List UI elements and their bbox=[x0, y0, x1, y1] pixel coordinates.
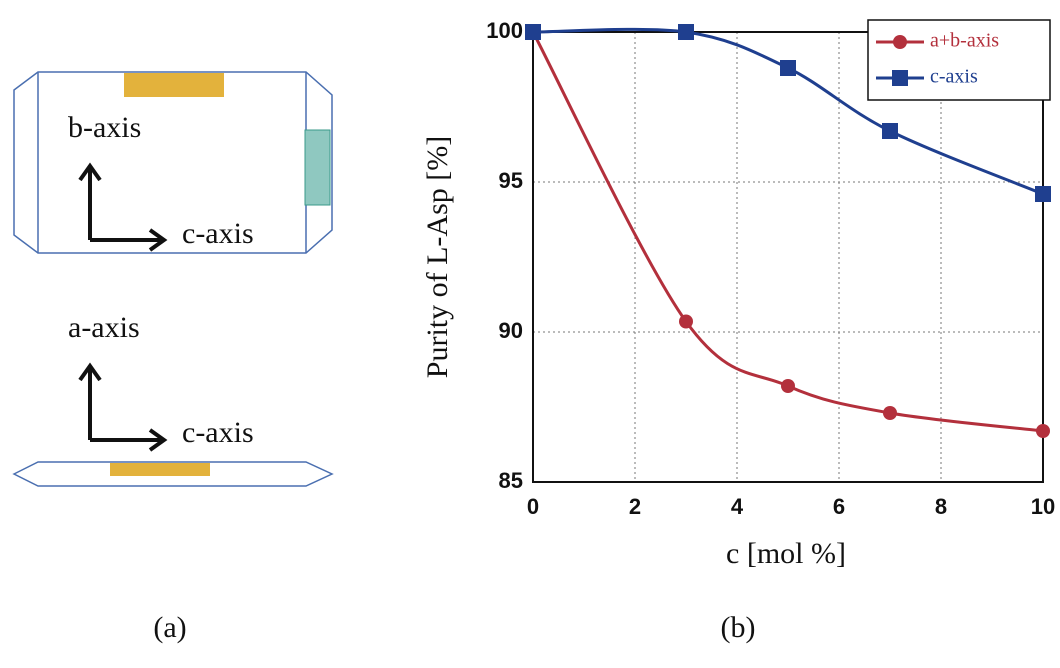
panel-label: (b) bbox=[721, 611, 756, 644]
legend-marker bbox=[893, 35, 907, 49]
axis-label: a-axis bbox=[68, 311, 140, 344]
x-tick-label: 4 bbox=[731, 494, 744, 519]
data-point bbox=[678, 24, 694, 40]
arrow bbox=[78, 362, 168, 452]
axis-label: b-axis bbox=[68, 111, 141, 144]
legend-label: c-axis bbox=[930, 66, 978, 88]
face-patch bbox=[304, 129, 331, 206]
y-tick-label: 90 bbox=[499, 318, 523, 343]
axes-arrows bbox=[78, 162, 168, 452]
face-patch bbox=[110, 463, 210, 476]
data-point bbox=[781, 379, 795, 393]
axis-label: c-axis bbox=[182, 217, 254, 250]
x-tick-label: 8 bbox=[935, 494, 947, 519]
x-tick-label: 10 bbox=[1031, 494, 1055, 519]
data-point bbox=[679, 314, 693, 329]
x-tick-label: 0 bbox=[527, 494, 539, 519]
data-point bbox=[1036, 424, 1050, 438]
crystal-diagram bbox=[12, 71, 334, 487]
legend-label: a+b-axis bbox=[930, 30, 999, 52]
data-point bbox=[525, 24, 541, 40]
face-patch bbox=[124, 73, 224, 97]
arrow bbox=[78, 162, 168, 252]
crystal-side bbox=[12, 461, 334, 487]
legend-box bbox=[867, 19, 1051, 101]
plot-frame bbox=[532, 31, 1044, 483]
series-line bbox=[531, 31, 1044, 433]
data-point bbox=[882, 123, 898, 139]
y-tick-label: 95 bbox=[499, 168, 523, 193]
y-axis-label: Purity of L-Asp [%] bbox=[421, 136, 454, 378]
x-axis-label: c [mol %] bbox=[726, 537, 846, 570]
axis-label: c-axis bbox=[182, 416, 254, 449]
x-tick-label: 6 bbox=[833, 494, 845, 519]
data-point bbox=[1035, 186, 1051, 202]
x-tick-label: 2 bbox=[629, 494, 641, 519]
crystal-top bbox=[13, 71, 333, 254]
legend-marker bbox=[892, 70, 908, 86]
data-point bbox=[780, 60, 796, 76]
y-tick-label: 85 bbox=[499, 468, 523, 493]
panel-label: (a) bbox=[153, 611, 186, 644]
data-point bbox=[883, 406, 897, 420]
y-tick-label: 100 bbox=[486, 18, 523, 43]
